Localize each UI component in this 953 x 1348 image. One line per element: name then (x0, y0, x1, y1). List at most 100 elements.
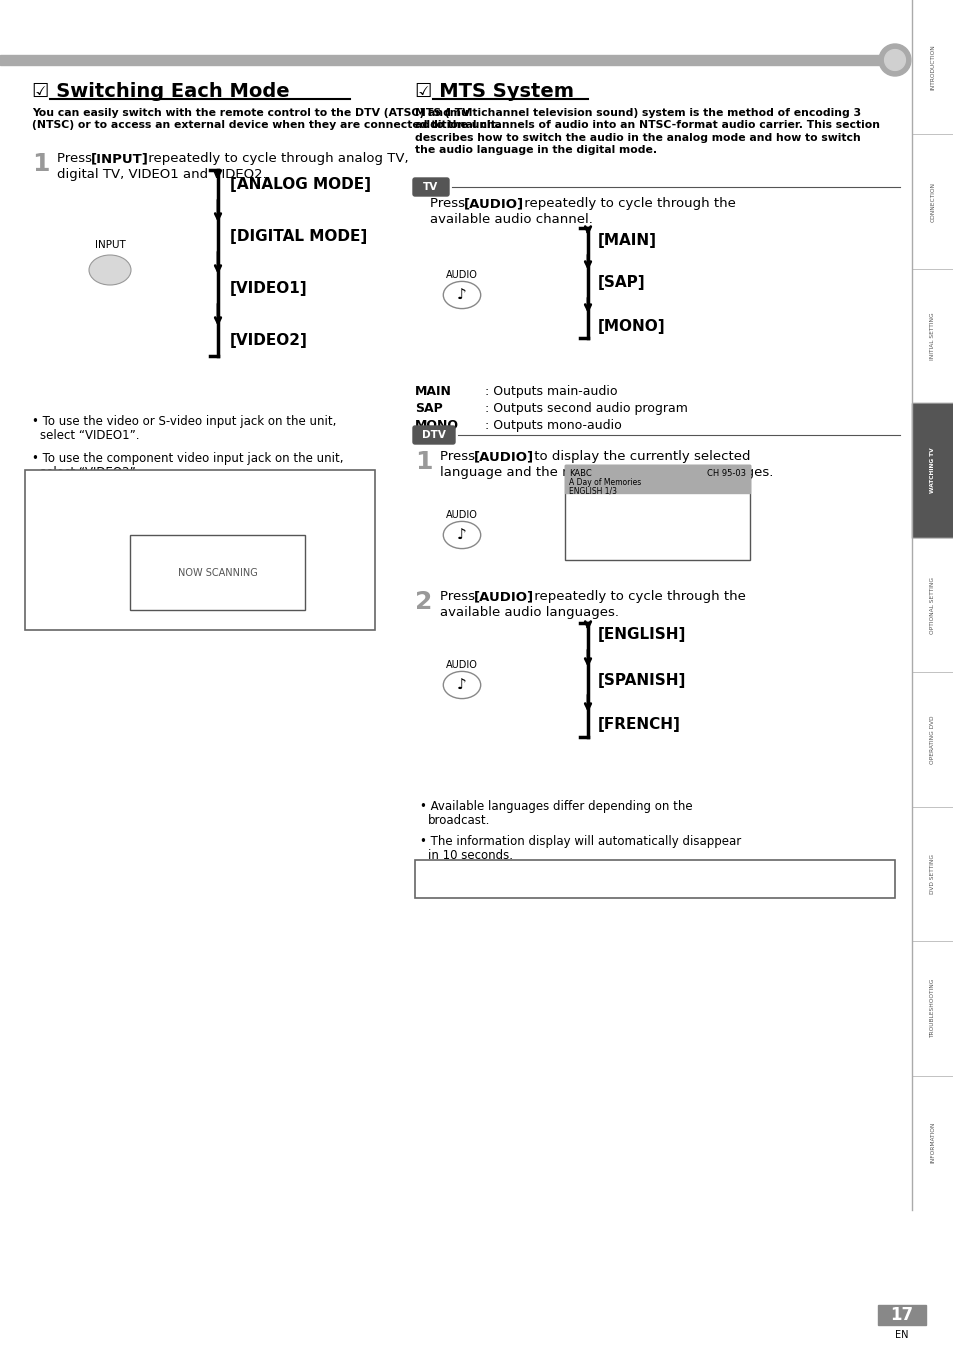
Bar (911, 538, 953, 673)
Bar (25, 470, 375, 630)
Bar (911, 135, 953, 268)
Text: 1: 1 (32, 152, 50, 177)
Text: : Outputs second audio program: : Outputs second audio program (484, 402, 687, 415)
Text: repeatedly to cycle through the: repeatedly to cycle through the (530, 590, 745, 603)
Text: CONNECTION: CONNECTION (929, 182, 935, 221)
Text: Press: Press (439, 590, 478, 603)
Text: 2: 2 (415, 590, 432, 613)
Bar (415, 860, 894, 898)
Text: MTS (multichannel television sound) system is the method of encoding 3
additiona: MTS (multichannel television sound) syst… (415, 108, 879, 155)
Text: repeatedly to cycle through the: repeatedly to cycle through the (519, 197, 735, 210)
Circle shape (878, 44, 910, 75)
Text: NOW SCANNING: NOW SCANNING (177, 568, 257, 577)
Text: • Pressing: • Pressing (420, 880, 481, 890)
Text: KABC: KABC (568, 469, 591, 479)
Bar (877, 1305, 925, 1325)
Text: • The information display will automatically disappear: • The information display will automatic… (419, 834, 740, 848)
Bar (911, 268, 953, 403)
Text: [ENGLISH]: [ENGLISH] (598, 628, 685, 643)
Text: repeatedly to cycle through analog TV,: repeatedly to cycle through analog TV, (144, 152, 408, 164)
Text: select “VIDEO2”.: select “VIDEO2”. (40, 466, 139, 479)
Text: • Available languages differ depending on the: • Available languages differ depending o… (419, 799, 692, 813)
Bar (911, 673, 953, 806)
Text: ♪: ♪ (456, 527, 466, 542)
Text: • To use the video or S-video input jack on the unit,: • To use the video or S-video input jack… (32, 415, 336, 429)
Ellipse shape (443, 522, 480, 549)
Bar (911, 0, 953, 135)
Bar (564, 465, 749, 493)
Text: 17: 17 (889, 1306, 913, 1324)
Text: Note:: Note: (420, 865, 456, 879)
Text: SAP: SAP (415, 402, 442, 415)
Ellipse shape (443, 671, 480, 698)
Text: available audio channel.: available audio channel. (430, 213, 592, 226)
Text: TV: TV (423, 182, 438, 191)
Text: AUDIO: AUDIO (446, 661, 477, 670)
Text: CH 95-03: CH 95-03 (706, 469, 745, 479)
Text: WATCHING TV: WATCHING TV (929, 448, 935, 493)
Text: INFORMATION: INFORMATION (929, 1122, 935, 1163)
Bar (911, 1076, 953, 1211)
Text: Press: Press (57, 152, 96, 164)
Text: [INPUT]: [INPUT] (91, 152, 149, 164)
Text: : Outputs main-audio: : Outputs main-audio (484, 386, 617, 398)
Text: INPUT: INPUT (94, 240, 125, 249)
Text: INITIAL SETTING: INITIAL SETTING (929, 313, 935, 360)
Text: OPTIONAL SETTING: OPTIONAL SETTING (929, 577, 935, 634)
Text: DTV: DTV (421, 430, 445, 439)
Text: ♪: ♪ (456, 287, 466, 302)
Text: to display the currently selected: to display the currently selected (530, 450, 750, 462)
Text: [DIGITAL MODE]: [DIGITAL MODE] (230, 229, 367, 244)
Text: : Outputs mono-audio: : Outputs mono-audio (484, 419, 621, 431)
Text: [AUDIO]: [AUDIO] (463, 197, 523, 210)
Bar (911, 941, 953, 1076)
Bar (564, 465, 749, 559)
Text: MAIN: MAIN (415, 386, 452, 398)
Text: A Day of Memories: A Day of Memories (568, 479, 640, 487)
Text: language and the number of available languages.: language and the number of available lan… (439, 466, 773, 479)
Text: MONO: MONO (415, 419, 458, 431)
Text: [AUDIO]: [AUDIO] (475, 880, 525, 890)
Text: ♪: ♪ (456, 678, 466, 693)
Text: [SPANISH]: [SPANISH] (598, 673, 685, 687)
Bar (911, 403, 953, 538)
Text: TROUBLESHOOTING: TROUBLESHOOTING (929, 979, 935, 1038)
Text: does not control external audio device.: does not control external audio device. (522, 880, 744, 890)
Text: AUDIO: AUDIO (446, 270, 477, 280)
Text: Press: Press (439, 450, 478, 462)
Text: broadcast.: broadcast. (428, 814, 490, 828)
Text: [ANALOG MODE]: [ANALOG MODE] (230, 178, 371, 193)
Text: select “VIDEO1”.: select “VIDEO1”. (40, 429, 139, 442)
Bar (911, 806, 953, 941)
Text: You can easily switch with the remote control to the DTV (ATSC) and TV
(NTSC) or: You can easily switch with the remote co… (32, 108, 499, 131)
Text: OPERATING DVD: OPERATING DVD (929, 716, 935, 764)
Text: [AUDIO]: [AUDIO] (474, 590, 534, 603)
Text: [MONO]: [MONO] (598, 318, 665, 333)
Text: available audio languages.: available audio languages. (439, 607, 618, 619)
Text: [VIDEO2]: [VIDEO2] (230, 333, 308, 349)
Text: [FRENCH]: [FRENCH] (598, 717, 680, 732)
Text: ENGLISH 1/3: ENGLISH 1/3 (568, 487, 617, 495)
Text: • When you switch the analog mode to the digital mode,
   it may take a while un: • When you switch the analog mode to the… (30, 492, 330, 542)
FancyBboxPatch shape (413, 426, 455, 443)
Ellipse shape (89, 255, 131, 284)
Text: [SAP]: [SAP] (598, 275, 645, 291)
Circle shape (883, 50, 904, 70)
Text: DVD SETTING: DVD SETTING (929, 853, 935, 894)
Text: ☑ MTS System: ☑ MTS System (415, 82, 574, 101)
Text: 1: 1 (415, 450, 432, 474)
Text: [VIDEO1]: [VIDEO1] (230, 282, 307, 297)
Text: INTRODUCTION: INTRODUCTION (929, 44, 935, 90)
Text: • To use the component video input jack on the unit,: • To use the component video input jack … (32, 452, 343, 465)
Text: in 10 seconds.: in 10 seconds. (428, 849, 513, 861)
Text: Note:: Note: (30, 477, 68, 491)
Text: AUDIO: AUDIO (446, 510, 477, 520)
Bar (130, 535, 305, 611)
Text: ☑ Switching Each Mode: ☑ Switching Each Mode (32, 82, 290, 101)
Text: EN: EN (894, 1330, 908, 1340)
FancyBboxPatch shape (413, 178, 449, 195)
Bar (0, 55, 894, 65)
Ellipse shape (443, 282, 480, 309)
Text: [MAIN]: [MAIN] (598, 232, 657, 248)
Text: digital TV, VIDEO1 and VIDEO2.: digital TV, VIDEO1 and VIDEO2. (57, 168, 267, 181)
